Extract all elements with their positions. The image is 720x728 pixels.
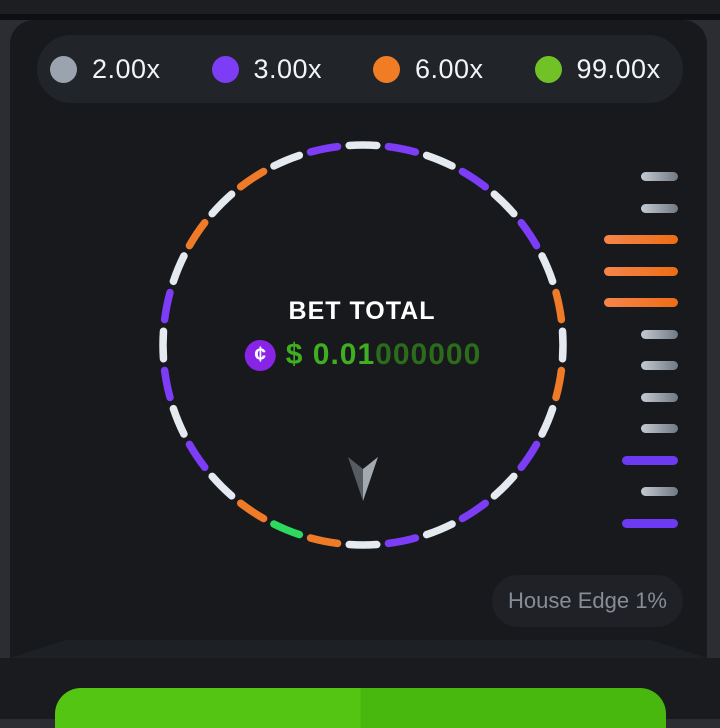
history-result-bar-purple <box>622 456 678 465</box>
wheel-segment-dash-white <box>542 409 553 434</box>
bet-amount-trailing-zeros: 000000 <box>375 338 481 371</box>
wheel-segment-dash-purple <box>388 538 415 543</box>
bet-amount-row: ¢ $ 0.01000000 <box>245 338 482 372</box>
wheel-segment-dash-white <box>212 194 231 213</box>
legend-multiplier-label: 99.00x <box>577 54 661 85</box>
legend-color-dot <box>535 56 562 83</box>
wheel-segment-dash-white <box>212 476 231 495</box>
legend-item-3.00x: 3.00x <box>199 54 361 85</box>
history-result-bar-gray <box>641 393 678 402</box>
history-result-bar-gray <box>641 424 678 433</box>
results-history-list <box>604 172 678 528</box>
wheel-segment-dash-orange <box>556 370 561 397</box>
history-result-bar-gray <box>641 204 678 213</box>
legend-multiplier-label: 2.00x <box>92 54 161 85</box>
legend-multiplier-label: 6.00x <box>415 54 484 85</box>
wheel-segment-dash-purple <box>311 147 338 152</box>
multiplier-legend: 2.00x 3.00x 6.00x 99.00x <box>37 35 683 103</box>
wheel-segment-dash-purple <box>189 444 204 467</box>
wheel-segment-dash-purple <box>521 223 536 246</box>
history-result-bar-orange <box>604 298 678 307</box>
legend-item-99.00x: 99.00x <box>522 54 684 85</box>
wheel-segment-dash-purple <box>388 147 415 152</box>
bet-amount-main: $ 0.01 <box>286 338 375 371</box>
legend-multiplier-label: 3.00x <box>254 54 323 85</box>
wheel-pointer-icon <box>347 457 379 501</box>
wheel-segment-dash-white <box>542 256 553 281</box>
history-result-bar-purple <box>622 519 678 528</box>
legend-color-dot <box>373 56 400 83</box>
bet-button[interactable] <box>55 688 666 728</box>
wheel-segment-dash-white <box>494 194 513 213</box>
wheel-segment-dash-orange <box>241 503 264 518</box>
wheel-pointer-half <box>348 457 363 501</box>
history-result-bar-orange <box>604 267 678 276</box>
history-result-bar-gray <box>641 172 678 181</box>
history-result-bar-orange <box>604 235 678 244</box>
wheel-segment-dash-orange <box>311 538 338 543</box>
wheel-segment-dash-purple <box>165 370 170 397</box>
house-edge-badge: House Edge 1% <box>492 575 683 627</box>
wheel-segment-dash-purple <box>462 171 485 186</box>
top-strip <box>0 0 720 14</box>
panel-bottom-bevel <box>10 640 707 658</box>
wheel-segment-dash-orange <box>189 223 204 246</box>
bet-amount-value: $ 0.01000000 <box>286 338 482 372</box>
wheel-segment-dash-green <box>274 524 299 535</box>
wheel-segment-dash-white <box>173 409 184 434</box>
wheel-segment-dash-white <box>274 155 299 166</box>
wheel-segment-dash-purple <box>462 503 485 518</box>
wheel-segment-dash-white <box>173 256 184 281</box>
wheel-segment-dash-white <box>427 524 452 535</box>
legend-color-dot <box>212 56 239 83</box>
wheel-segment-dash-purple <box>521 444 536 467</box>
wheel-segment-dash-orange <box>241 171 264 186</box>
wheel-pointer-half <box>363 457 378 501</box>
history-result-bar-gray <box>641 330 678 339</box>
history-result-bar-gray <box>641 361 678 370</box>
history-result-bar-gray <box>641 487 678 496</box>
wheel-segment-dash-white <box>427 155 452 166</box>
legend-item-2.00x: 2.00x <box>37 54 199 85</box>
cent-coin-icon: ¢ <box>245 340 276 371</box>
wheel-segment-dash-white <box>494 476 513 495</box>
legend-item-6.00x: 6.00x <box>360 54 522 85</box>
legend-color-dot <box>50 56 77 83</box>
